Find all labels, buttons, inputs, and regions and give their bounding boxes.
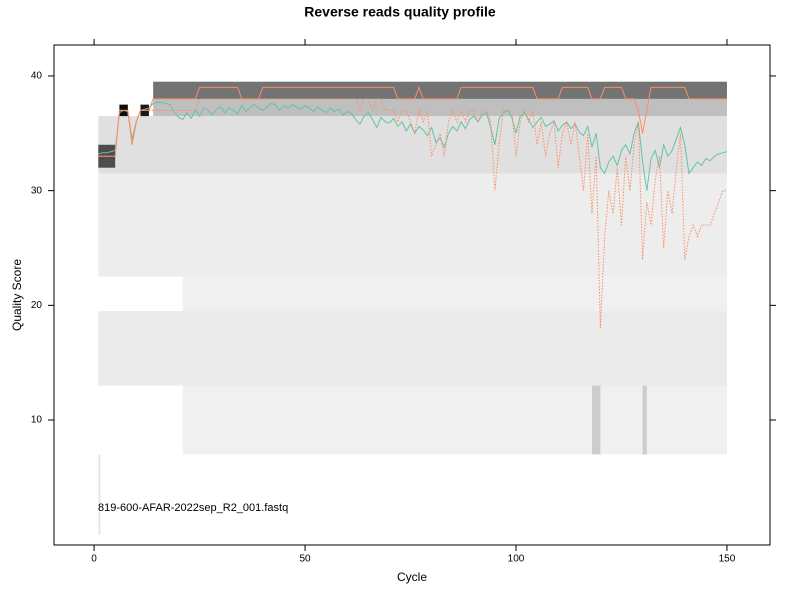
x-tick-label: 50 xyxy=(299,554,311,565)
y-tick-label: 10 xyxy=(31,415,43,426)
file-annotation: 819-600-AFAR-2022sep_R2_001.fastq xyxy=(98,502,288,514)
heatmap-tile xyxy=(642,385,647,455)
plot-frame xyxy=(53,44,771,546)
heatmap-tile xyxy=(153,81,727,99)
heatmap-tile xyxy=(153,98,727,117)
heatmap-tile xyxy=(98,116,727,174)
heatmap-tile xyxy=(591,385,601,455)
quality-line xyxy=(98,101,728,191)
quality-line xyxy=(98,85,727,157)
y-tick-label: 20 xyxy=(31,300,43,311)
chart-title: Reverse reads quality profile xyxy=(304,4,496,20)
heatmap-tile xyxy=(98,311,727,386)
y-tick-label: 40 xyxy=(31,71,43,82)
heatmap-tile xyxy=(98,454,101,535)
y-axis-label: Quality Score xyxy=(10,259,24,331)
heatmap-tile xyxy=(98,173,727,277)
quality-line xyxy=(98,98,727,329)
x-tick-label: 0 xyxy=(91,554,97,565)
x-tick-label: 100 xyxy=(508,554,525,565)
x-tick-label: 150 xyxy=(719,554,736,565)
y-tick-label: 30 xyxy=(31,185,43,196)
x-axis-label: Cycle xyxy=(397,570,427,584)
